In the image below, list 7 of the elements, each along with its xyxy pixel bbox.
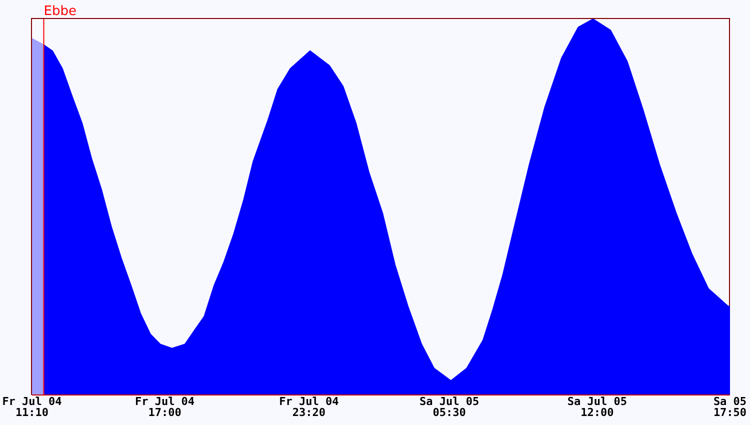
x-tick-label: Sa Jul 05 05:30 — [419, 395, 480, 419]
x-tick-label: Sa 05 17:50 — [713, 395, 747, 419]
x-tick-label: Fr Jul 04 17:00 — [134, 395, 195, 419]
x-tick-label: Sa Jul 05 12:00 — [567, 395, 628, 419]
ref-line-label: Ebbe — [44, 4, 76, 19]
x-tick-label: Fr Jul 04 23:20 — [279, 395, 340, 419]
x-tick-label: Fr Jul 04 11:10 — [2, 395, 62, 419]
